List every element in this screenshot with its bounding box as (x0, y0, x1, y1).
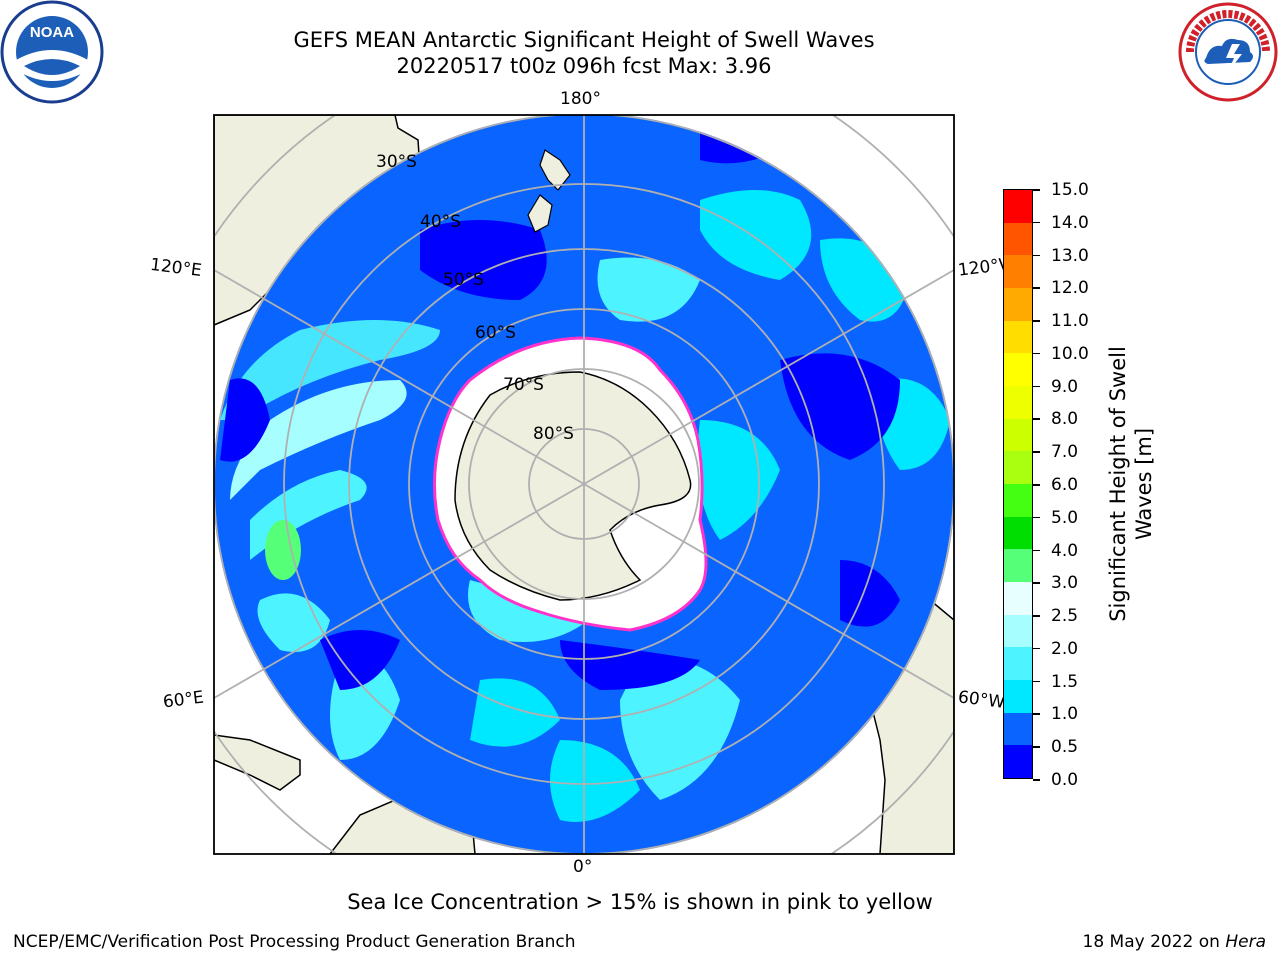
colorbar-tick: 2.5 (1033, 606, 1078, 626)
chart-title: GEFS MEAN Antarctic Significant Height o… (293, 28, 875, 52)
colorbar-tick: 3.0 (1033, 573, 1078, 593)
colorbar-segment (1004, 549, 1032, 582)
lat-label-80s: 80°S (533, 424, 574, 444)
colorbar-segment (1004, 418, 1032, 452)
noaa-logo-text: NOAA (30, 24, 74, 41)
colorbar-tick: 2.0 (1033, 639, 1078, 659)
colorbar-tick: 7.0 (1033, 442, 1078, 462)
colorbar-tick: 13.0 (1033, 246, 1089, 266)
colorbar-tick: 10.0 (1033, 344, 1089, 364)
nws-logo (1178, 2, 1278, 102)
colorbar-segment (1004, 516, 1032, 550)
lat-label-60s: 60°S (475, 323, 516, 343)
colorbar-segment (1004, 712, 1032, 746)
colorbar-tick: 5.0 (1033, 508, 1078, 528)
colorbar-tick-label: 7.0 (1051, 442, 1079, 463)
colorbar-tick: 11.0 (1033, 311, 1089, 331)
colorbar-tick: 0.0 (1033, 770, 1078, 790)
colorbar-tick-label: 11.0 (1051, 311, 1089, 332)
chart-subtitle: 20220517 t00z 096h fcst Max: 3.96 (396, 54, 772, 78)
colorbar-label-line2: Waves [m] (1132, 427, 1156, 541)
colorbar-tick: 0.5 (1033, 737, 1078, 757)
antarctica-landmass (454, 371, 692, 601)
colorbar-tick-label: 5.0 (1051, 507, 1079, 528)
lat-label-30s: 30°S (376, 152, 417, 172)
colorbar-tick-label: 6.0 (1051, 475, 1079, 495)
colorbar-segment (1004, 385, 1032, 419)
colorbar-tick: 1.5 (1033, 672, 1078, 692)
colorbar-segment (1004, 745, 1032, 778)
colorbar-tick: 6.0 (1033, 475, 1078, 495)
colorbar-segment (1004, 451, 1032, 484)
colorbar-label-line1: Significant Height of Swell (1106, 346, 1130, 622)
colorbar-tick-label: 10.0 (1051, 343, 1089, 364)
lat-label-50s: 50°S (443, 270, 484, 290)
footer-date: 18 May 2022 on Hera (1083, 932, 1267, 952)
africa-landmass (214, 734, 301, 791)
colorbar-tick-label: 13.0 (1051, 245, 1089, 266)
colorbar-tick: 15.0 (1033, 180, 1089, 200)
colorbar-segment (1004, 647, 1032, 680)
footer-date-text: 18 May 2022 on (1082, 932, 1220, 952)
colorbar-tick: 9.0 (1033, 377, 1078, 397)
colorbar-tick: 14.0 (1033, 213, 1089, 233)
colorbar-label: Significant Height of Swell Waves [m] (1105, 346, 1157, 622)
colorbar-tick: 8.0 (1033, 409, 1078, 429)
colorbar-segment (1004, 483, 1032, 517)
footer-machine: Hera (1225, 932, 1266, 952)
colorbar-tick: 4.0 (1033, 541, 1078, 561)
colorbar-tick-label: 0.5 (1051, 737, 1079, 758)
colorbar-tick-label: 2.0 (1051, 638, 1079, 659)
lon-label-180: 180° (560, 89, 601, 109)
colorbar-tick-label: 12.0 (1051, 278, 1089, 299)
colorbar-tick-label: 9.0 (1051, 376, 1079, 397)
colorbar-tick-label: 3.0 (1051, 573, 1079, 594)
new-zealand-landmass (539, 149, 571, 191)
colorbar-tick: 12.0 (1033, 278, 1089, 298)
colorbar-segment (1004, 287, 1032, 321)
colorbar (1003, 189, 1033, 779)
lat-label-40s: 40°S (420, 212, 461, 232)
colorbar-tick-label: 0.0 (1051, 770, 1079, 790)
colorbar-tick-label: 14.0 (1051, 212, 1089, 233)
lat-label-70s: 70°S (503, 375, 544, 395)
colorbar-segment (1004, 353, 1032, 386)
colorbar-tick: 1.0 (1033, 704, 1078, 724)
colorbar-segment (1004, 255, 1032, 288)
colorbar-segment (1004, 189, 1032, 223)
colorbar-tick-label: 15.0 (1051, 180, 1089, 200)
footer-branch: NCEP/EMC/Verification Post Processing Pr… (13, 932, 576, 952)
colorbar-segment (1004, 320, 1032, 354)
sea-ice-note: Sea Ice Concentration > 15% is shown in … (347, 890, 933, 914)
colorbar-tick-label: 1.0 (1051, 704, 1079, 725)
colorbar-segment (1004, 222, 1032, 256)
colorbar-tick-label: 2.5 (1051, 606, 1079, 627)
colorbar-tick-label: 8.0 (1051, 409, 1079, 430)
colorbar-segment (1004, 581, 1032, 615)
colorbar-segment (1004, 614, 1032, 648)
lon-label-0: 0° (573, 857, 593, 877)
colorbar-tick-label: 1.5 (1051, 671, 1079, 692)
noaa-logo: NOAA (0, 0, 104, 104)
colorbar-tick-label: 4.0 (1051, 540, 1079, 561)
colorbar-segment (1004, 679, 1032, 713)
